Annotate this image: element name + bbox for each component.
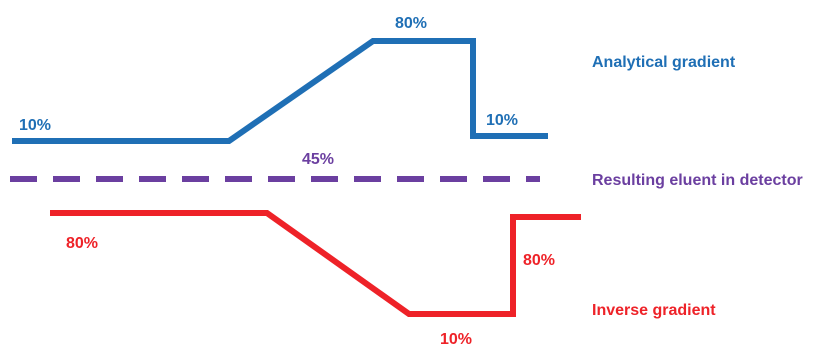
inverse-end-value: 80% bbox=[523, 252, 555, 269]
inverse-gradient-line bbox=[50, 210, 581, 317]
inverse-gradient-label: Inverse gradient bbox=[592, 302, 716, 319]
inverse-start-value: 80% bbox=[66, 235, 98, 252]
analytical-gradient-line bbox=[12, 38, 548, 144]
inverse-trough-value: 10% bbox=[440, 331, 472, 345]
analytical-peak-value: 80% bbox=[395, 15, 427, 32]
eluent-value: 45% bbox=[302, 151, 334, 168]
resulting-eluent-label: Resulting eluent in detector bbox=[592, 172, 803, 189]
analytical-gradient-label: Analytical gradient bbox=[592, 54, 736, 71]
analytical-start-value: 10% bbox=[19, 117, 51, 134]
analytical-end-value: 10% bbox=[486, 112, 518, 129]
